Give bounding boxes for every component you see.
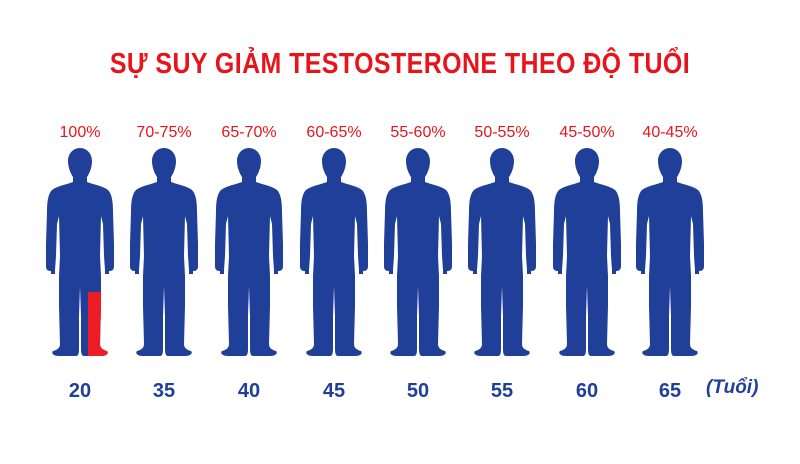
percent-label-40: 65-70% [221,124,276,141]
figure-60: 45-50% 60 [553,124,621,402]
percent-label-50: 55-60% [390,124,445,141]
percent-label-60: 45-50% [559,124,614,141]
age-label-20: 20 [69,380,91,402]
figure-remaining-45 [300,148,368,356]
percent-label-20: 100% [60,124,101,141]
percent-label-35: 70-75% [136,124,191,141]
figure-65: 40-45% 65 [636,124,704,402]
figure-remaining-50 [384,148,452,356]
figure-remaining-35 [130,148,198,356]
figure-remaining-20 [46,148,114,356]
age-label-35: 35 [153,380,175,402]
percent-label-55: 50-55% [474,124,529,141]
figure-50: 55-60% 50 [384,124,452,402]
x-unit-label: (Tuổi) [706,377,759,398]
figure-remaining-40 [215,148,283,356]
age-label-50: 50 [407,380,429,402]
chart-title: SỰ SUY GIẢM TESTOSTERONE THEO ĐỘ TUỔI [109,48,691,80]
figure-55: 50-55% 55 [468,124,536,402]
figure-remaining-60 [553,148,621,356]
figure-20: 100% 20 [46,124,114,402]
percent-label-45: 60-65% [306,124,361,141]
age-label-45: 45 [323,380,345,402]
age-label-60: 60 [576,380,598,402]
figure-remaining-55 [468,148,536,356]
percent-label-65: 40-45% [642,124,697,141]
figure-45: 60-65% 45 [300,124,368,402]
age-label-55: 55 [491,380,513,402]
figure-remaining-65 [636,148,704,356]
age-label-65: 65 [659,380,681,402]
age-label-40: 40 [238,380,260,402]
figure-35: 70-75% 35 [130,124,198,402]
figure-40: 65-70% 40 [215,124,283,402]
